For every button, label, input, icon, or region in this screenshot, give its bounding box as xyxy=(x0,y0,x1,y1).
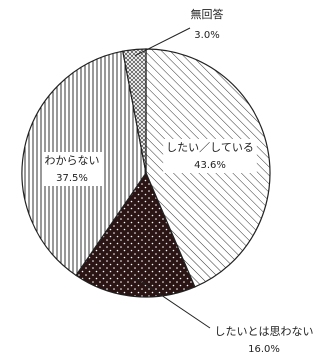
slice-value-wakaranai: 37.5% xyxy=(56,173,88,184)
pie-slice-omowanai xyxy=(75,171,196,298)
slice-label-wakaranai: わからない xyxy=(45,154,100,167)
slice-value-shitai: 43.6% xyxy=(194,160,226,171)
slice-value-mukaito: 3.0% xyxy=(194,30,219,41)
leader-line-mukaito xyxy=(134,27,191,57)
slice-value-omowanai: 16.0% xyxy=(248,344,280,355)
slice-label-omowanai: したいとは思わない xyxy=(215,325,314,338)
slice-label-mukaito: 無回答 xyxy=(191,7,224,21)
label-bg-wakaranai xyxy=(41,152,103,186)
label-bg-shitai xyxy=(163,139,257,173)
leader-line-omowanai xyxy=(135,277,211,329)
pie-slice-mukaito xyxy=(122,48,147,174)
slice-label-shitai: したい／している xyxy=(166,141,254,154)
